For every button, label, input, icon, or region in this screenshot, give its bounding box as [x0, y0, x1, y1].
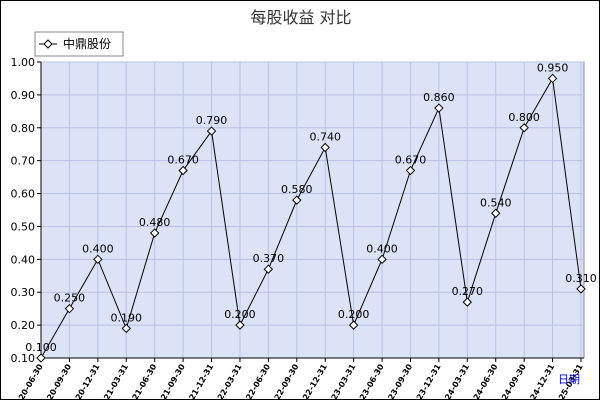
data-point — [36, 353, 46, 363]
y-tick-label: 0.20 — [11, 319, 36, 332]
data-label: 0.740 — [309, 131, 341, 144]
x-axis: 2020-06-302020-09-302020-12-312021-03-31… — [11, 357, 585, 403]
data-point — [547, 73, 558, 84]
x-tick-label: 2022-03-31 — [210, 362, 244, 399]
data-label: 0.190 — [111, 311, 143, 324]
x-tick-label: 2021-06-30 — [125, 362, 159, 399]
y-tick-label: 0.10 — [11, 352, 36, 365]
y-tick-label: 0.50 — [11, 220, 36, 233]
legend: 中鼎股份 — [34, 31, 124, 57]
data-label: 0.480 — [139, 216, 171, 229]
data-label: 0.540 — [480, 196, 512, 209]
x-axis-label[interactable]: 日期 — [558, 373, 580, 386]
data-point — [235, 320, 245, 330]
x-tick-label: 2023-03-31 — [324, 362, 358, 399]
x-tick-label: 2023-12-31 — [409, 362, 443, 399]
y-tick-label: 0.60 — [11, 188, 36, 201]
data-label: 0.950 — [537, 61, 569, 74]
data-point — [434, 103, 444, 113]
data-point — [93, 254, 103, 265]
data-point — [576, 284, 586, 294]
x-tick-label: 2024-03-31 — [438, 362, 472, 399]
data-point — [263, 264, 274, 274]
data-label: 0.670 — [167, 154, 199, 167]
data-point — [320, 142, 330, 153]
x-tick-label: 2020-06-30 — [11, 362, 45, 399]
data-label: 0.270 — [452, 285, 484, 298]
x-tick-label: 2022-06-30 — [239, 362, 273, 399]
chart-title: 每股收益 对比 — [250, 8, 351, 27]
x-tick-label: 2021-12-31 — [182, 362, 216, 399]
data-label: 0.860 — [423, 91, 455, 104]
data-point — [348, 320, 359, 330]
x-tick-label: 2024-12-31 — [523, 362, 557, 399]
data-label: 0.790 — [196, 114, 228, 127]
data-label: 0.100 — [25, 341, 57, 354]
series-line — [40, 76, 582, 359]
data-point — [149, 228, 160, 238]
y-tick-label: 0.80 — [11, 122, 36, 135]
x-tick-label: 2020-12-31 — [68, 362, 102, 399]
data-point — [377, 254, 387, 265]
x-tick-label: 2020-09-30 — [40, 362, 74, 399]
data-point — [519, 123, 529, 133]
data-label: 0.400 — [82, 242, 114, 255]
y-tick-label: 0.90 — [11, 89, 36, 102]
data-point — [178, 165, 188, 176]
legend-marker — [43, 39, 53, 49]
legend-entry-label: 中鼎股份 — [63, 36, 111, 51]
data-label: 0.250 — [54, 292, 86, 305]
data-point — [292, 195, 302, 205]
y-axis: 0.10 0.20 0.30 0.40 0.50 0.60 0.70 0.80 0.90 1.00 — [11, 56, 42, 365]
x-tick-label: 2024-09-30 — [495, 362, 529, 399]
data-label: 0.670 — [395, 154, 427, 167]
data-point — [491, 208, 501, 218]
x-tick-label: 2021-03-31 — [97, 362, 131, 399]
series-layer: 0.100 0.250 0.400 0.190 0.480 0.670 0.790 0.200… — [25, 61, 597, 363]
x-tick-label: 2022-09-30 — [267, 362, 301, 399]
x-tick-label: 2022-12-31 — [296, 362, 330, 399]
data-label: 0.400 — [366, 242, 398, 255]
x-tick-label: 2023-06-30 — [352, 362, 386, 399]
y-tick-label: 0.30 — [11, 286, 36, 299]
plot-area — [40, 61, 585, 359]
y-tick-label: 0.40 — [11, 253, 36, 266]
data-point — [121, 323, 131, 334]
y-tick-label: 1.00 — [11, 56, 36, 69]
data-label: 0.800 — [508, 111, 540, 124]
x-tick-label: 2024-06-30 — [466, 362, 500, 399]
data-point — [64, 303, 75, 314]
data-label: 0.370 — [253, 252, 285, 265]
x-tick-label: 2023-09-30 — [381, 362, 415, 399]
data-point — [405, 165, 416, 176]
data-point — [462, 297, 473, 307]
data-label: 0.200 — [224, 308, 256, 321]
data-label: 0.310 — [565, 272, 597, 285]
y-tick-label: 0.70 — [11, 155, 36, 168]
data-point — [206, 126, 217, 136]
data-label: 0.200 — [338, 308, 370, 321]
x-tick-label: 2021-09-30 — [153, 362, 187, 399]
data-label: 0.580 — [281, 183, 313, 196]
